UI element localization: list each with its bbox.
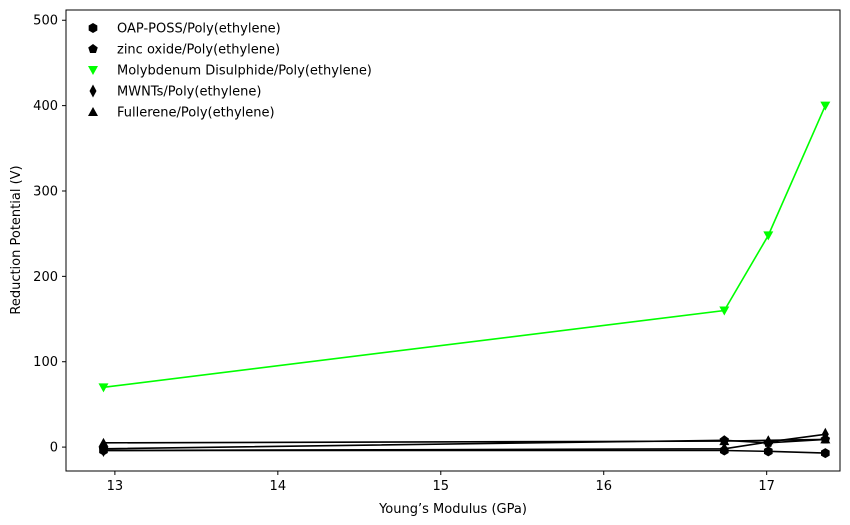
x-tick-label: 16 — [595, 479, 612, 494]
data-point — [99, 444, 107, 458]
x-tick-label: 17 — [758, 479, 775, 494]
series-line — [103, 449, 826, 454]
data-point — [821, 427, 829, 441]
plot-frame — [65, 9, 841, 472]
series-line — [103, 105, 827, 389]
x-tick-label: 15 — [433, 479, 450, 494]
data-point — [763, 435, 774, 445]
legend-item: Fullerene/Poly(ethylene) — [88, 106, 275, 121]
x-tick-label: 13 — [107, 479, 124, 494]
series-3 — [98, 101, 831, 393]
data-point — [820, 434, 831, 444]
series-layer — [98, 101, 831, 459]
legend-item: MWNTs/Poly(ethylene) — [89, 84, 261, 100]
x-axis: 13 14 15 16 17 — [107, 471, 775, 494]
y-axis: 0 100 200 300 400 500 — [33, 14, 66, 456]
series-5 — [98, 434, 831, 447]
legend-label: MWNTs/Poly(ethylene) — [117, 85, 261, 100]
series-line — [103, 438, 826, 450]
legend-label: Fullerene/Poly(ethylene) — [117, 106, 275, 121]
legend-label: OAP-POSS/Poly(ethylene) — [117, 22, 281, 37]
y-tick-label: 400 — [33, 99, 58, 114]
y-axis-label: Reduction Potential (V) — [9, 165, 24, 314]
data-point — [719, 306, 730, 316]
legend: OAP-POSS/Poly(ethylene) zinc oxide/Poly(e… — [88, 22, 372, 121]
plot-area — [66, 10, 840, 471]
x-axis-label: Young’s Modulus (GPa) — [378, 502, 527, 517]
data-point — [720, 442, 728, 456]
data-point — [98, 383, 109, 393]
legend-item: zinc oxide/Poly(ethylene) — [88, 43, 280, 58]
y-tick-label: 0 — [50, 441, 58, 456]
y-tick-label: 500 — [33, 14, 58, 29]
legend-marker — [88, 44, 98, 54]
data-point — [763, 446, 773, 457]
x-tick-label: 14 — [270, 479, 287, 494]
data-point — [719, 436, 730, 446]
series-line — [103, 438, 826, 444]
data-point — [821, 448, 830, 459]
legend-label: Molybdenum Disulphide/Poly(ethylene) — [117, 64, 372, 79]
legend-marker — [88, 23, 98, 33]
y-tick-label: 300 — [33, 184, 58, 199]
data-point — [763, 231, 774, 241]
data-point — [820, 101, 831, 111]
legend-item: Molybdenum Disulphide/Poly(ethylene) — [88, 64, 372, 79]
data-point — [98, 437, 109, 447]
series-line — [103, 433, 826, 452]
legend-marker — [88, 66, 98, 75]
legend-label: zinc oxide/Poly(ethylene) — [117, 43, 280, 58]
legend-marker — [88, 107, 98, 116]
legend-item: OAP-POSS/Poly(ethylene) — [88, 22, 281, 37]
y-tick-label: 200 — [33, 270, 58, 285]
y-tick-label: 100 — [33, 355, 58, 370]
legend-marker — [89, 84, 97, 98]
